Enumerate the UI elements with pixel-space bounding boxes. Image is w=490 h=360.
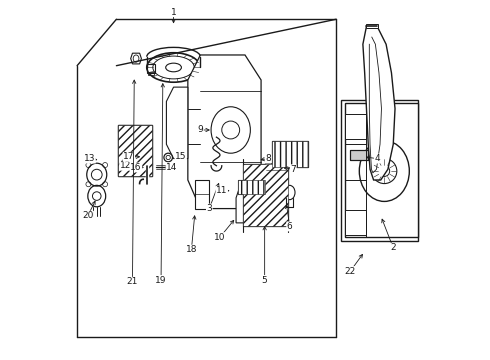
Bar bbox=[345, 114, 367, 139]
Text: 13: 13 bbox=[84, 154, 96, 163]
Text: 17: 17 bbox=[123, 152, 135, 161]
Ellipse shape bbox=[141, 152, 149, 159]
Polygon shape bbox=[345, 103, 418, 237]
Bar bbox=[342, 100, 418, 241]
Polygon shape bbox=[167, 87, 188, 158]
Bar bbox=[118, 125, 152, 176]
Text: 14: 14 bbox=[166, 163, 177, 172]
Text: 19: 19 bbox=[155, 275, 167, 284]
Polygon shape bbox=[188, 55, 261, 208]
Bar bbox=[345, 210, 367, 235]
Text: 4: 4 bbox=[374, 154, 380, 163]
Bar bbox=[118, 125, 152, 176]
Bar bbox=[350, 150, 368, 160]
Bar bbox=[366, 24, 378, 28]
Polygon shape bbox=[236, 187, 248, 223]
Text: 21: 21 bbox=[127, 277, 138, 286]
Bar bbox=[118, 125, 152, 176]
Text: 1: 1 bbox=[171, 8, 176, 17]
Text: 15: 15 bbox=[175, 152, 187, 161]
Text: 9: 9 bbox=[197, 126, 203, 135]
Text: 8: 8 bbox=[266, 154, 271, 163]
Text: 22: 22 bbox=[345, 267, 356, 276]
Ellipse shape bbox=[164, 153, 172, 162]
Bar bbox=[265, 163, 288, 171]
Polygon shape bbox=[363, 26, 395, 180]
Text: 12: 12 bbox=[120, 161, 131, 170]
Text: 6: 6 bbox=[287, 222, 293, 231]
Bar bbox=[272, 141, 308, 167]
Polygon shape bbox=[131, 53, 142, 64]
Bar bbox=[148, 72, 153, 75]
Text: 10: 10 bbox=[214, 233, 226, 242]
Text: 5: 5 bbox=[262, 275, 268, 284]
Bar bbox=[243, 164, 288, 226]
Bar bbox=[147, 64, 155, 73]
Text: 20: 20 bbox=[82, 211, 94, 220]
Bar bbox=[238, 180, 265, 194]
Text: 3: 3 bbox=[206, 204, 212, 213]
Text: 7: 7 bbox=[291, 165, 296, 174]
Ellipse shape bbox=[284, 185, 295, 200]
Bar bbox=[350, 150, 368, 160]
Text: 2: 2 bbox=[391, 243, 396, 252]
Bar bbox=[238, 180, 265, 194]
Text: 16: 16 bbox=[130, 163, 142, 172]
Bar bbox=[243, 164, 288, 226]
Text: 11: 11 bbox=[216, 186, 227, 195]
Text: 18: 18 bbox=[186, 245, 197, 254]
Polygon shape bbox=[195, 180, 209, 208]
Bar bbox=[272, 141, 308, 167]
